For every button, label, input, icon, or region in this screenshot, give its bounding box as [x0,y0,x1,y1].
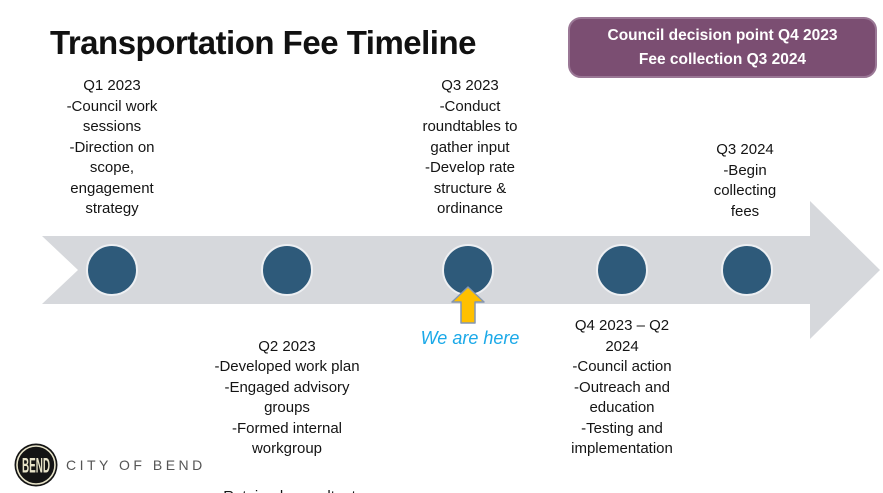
milestone-dot-q4-2023 [596,244,648,296]
page-title: Transportation Fee Timeline [50,24,477,61]
decision-badge: Council decision point Q4 2023 Fee colle… [568,17,877,78]
milestone-text-q3-2023: Q3 2023 -Conduct roundtables to gather i… [422,77,518,217]
logo-letters: BEND [22,453,50,477]
we-are-here-arrow-icon [451,286,485,324]
we-are-here-label: We are here [420,328,520,348]
milestone-text-q4-2023-q2-2024: Q4 2023 – Q2 2024 -Council action -Outre… [571,317,673,457]
decision-badge-line1: Council decision point Q4 2023 [607,26,838,44]
milestone-text-q2-2023-part2: -Retained consultant for fee development [187,487,387,493]
footer-org-name: CITY OF BEND [66,457,206,473]
milestone-text-q2-2023-part1: Q2 2023 -Developed work plan -Engaged ad… [214,337,360,458]
city-of-bend-logo-icon: BEND [14,443,58,487]
milestone-dot-q3-2024 [721,244,773,296]
milestone-dot-q2-2023 [261,244,313,296]
milestone-dot-q1-2023 [86,244,138,296]
decision-badge-line2: Fee collection Q3 2024 [638,50,807,68]
milestone-text-q1-2023: Q1 2023 -Council work sessions -Directio… [66,77,158,217]
milestone-text-q2-2023: Q2 2023 -Developed work plan -Engaged ad… [187,316,387,493]
milestone-text-q3-2024: Q3 2024 -Begin collecting fees [713,141,777,220]
timeline-band [42,236,810,304]
